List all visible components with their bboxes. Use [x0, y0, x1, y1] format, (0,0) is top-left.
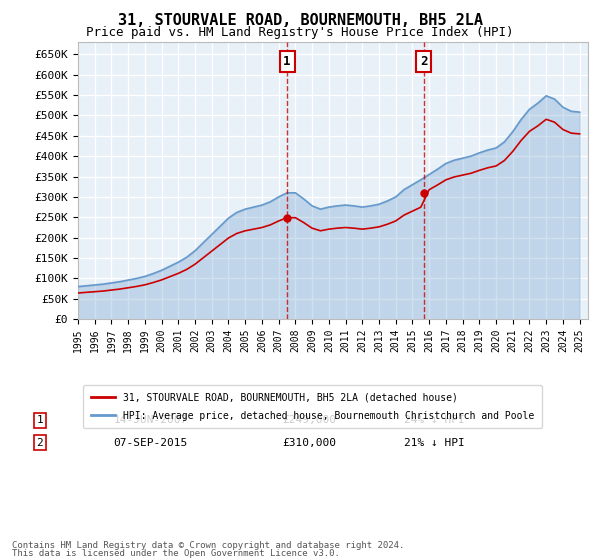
- Legend: 31, STOURVALE ROAD, BOURNEMOUTH, BH5 2LA (detached house), HPI: Average price, d: 31, STOURVALE ROAD, BOURNEMOUTH, BH5 2LA…: [83, 385, 542, 428]
- Text: £310,000: £310,000: [282, 437, 336, 447]
- Text: 24% ↓ HPI: 24% ↓ HPI: [404, 416, 465, 426]
- Text: This data is licensed under the Open Government Licence v3.0.: This data is licensed under the Open Gov…: [12, 549, 340, 558]
- Text: Price paid vs. HM Land Registry's House Price Index (HPI): Price paid vs. HM Land Registry's House …: [86, 26, 514, 39]
- Text: 31, STOURVALE ROAD, BOURNEMOUTH, BH5 2LA: 31, STOURVALE ROAD, BOURNEMOUTH, BH5 2LA: [118, 13, 482, 28]
- Text: 2: 2: [37, 437, 43, 447]
- Text: 07-SEP-2015: 07-SEP-2015: [114, 437, 188, 447]
- Text: Contains HM Land Registry data © Crown copyright and database right 2024.: Contains HM Land Registry data © Crown c…: [12, 541, 404, 550]
- Text: 21% ↓ HPI: 21% ↓ HPI: [404, 437, 465, 447]
- Text: 14-JUN-2007: 14-JUN-2007: [114, 416, 188, 426]
- Text: 1: 1: [37, 416, 43, 426]
- Text: 1: 1: [283, 55, 291, 68]
- Text: 2: 2: [420, 55, 427, 68]
- Text: £249,000: £249,000: [282, 416, 336, 426]
